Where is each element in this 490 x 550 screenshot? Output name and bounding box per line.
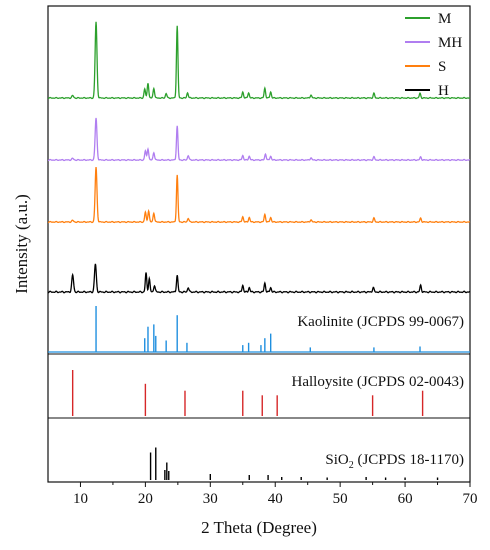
trace-h <box>47 263 471 294</box>
legend-label-h: H <box>438 83 449 99</box>
x-tick-label-30: 30 <box>203 491 218 507</box>
legend-label-m: M <box>438 11 451 27</box>
ref-sio2 <box>149 447 439 480</box>
y-axis-label: Intensity (a.u.) <box>12 194 31 294</box>
trace-m <box>47 21 471 100</box>
trace-mh <box>47 117 471 162</box>
legend: M MH SH <box>405 11 462 99</box>
x-tick-label-50: 50 <box>333 491 348 507</box>
x-tick-label-10: 10 <box>73 491 88 507</box>
ref-halloysite <box>71 370 424 416</box>
sio2-label-main: SiO <box>325 452 349 468</box>
x-tick-label-60: 60 <box>398 491 413 507</box>
x-tick-label-70: 70 <box>463 491 478 507</box>
plot-frame <box>47 5 471 483</box>
xrd-traces <box>47 21 471 294</box>
x-tick-label-20: 20 <box>138 491 153 507</box>
ref-kaolinite <box>48 306 470 353</box>
x-axis-ticks: 10 20 30 40 50 60 70 <box>73 482 478 507</box>
sio2-label-sub: 2 <box>349 460 354 471</box>
trace-s <box>47 167 471 224</box>
sio2-label: SiO2 (JCPDS 18-1170) <box>325 452 464 471</box>
reference-patterns <box>48 306 470 480</box>
halloysite-label: Halloysite (JCPDS 02-0043) <box>292 374 465 390</box>
x-tick-label-40: 40 <box>268 491 283 507</box>
legend-label-s: S <box>438 59 446 75</box>
sio2-label-rest: (JCPDS 18-1170) <box>354 452 464 468</box>
x-axis-label: 2 Theta (Degree) <box>201 518 317 537</box>
legend-label-mh: MH <box>438 35 462 51</box>
kaolinite-label: Kaolinite (JCPDS 99-0067) <box>297 314 464 330</box>
